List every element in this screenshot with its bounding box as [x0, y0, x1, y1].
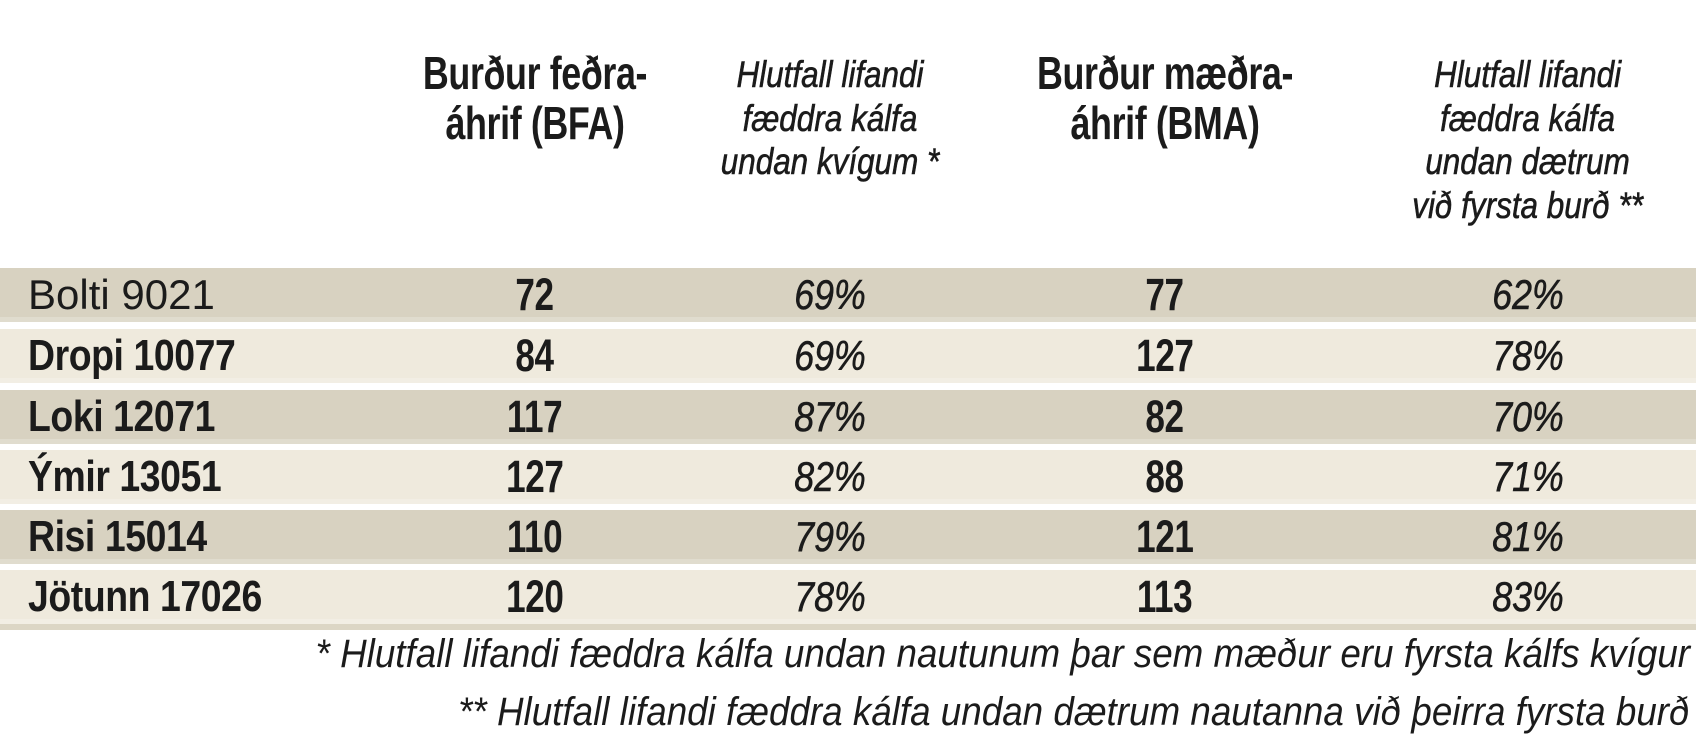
table-row-loki: Loki 12071 117 87% 82 70% [0, 390, 1696, 444]
bfa-value-cell: 127 [380, 451, 690, 503]
pct-daughters-value: 71% [1492, 453, 1564, 501]
bma-value-cell: 127 [970, 330, 1360, 382]
bull-name-cell: Dropi 10077 [0, 331, 380, 381]
footnote-heifers-text: * Hlutfall lifandi fæddra kálfa undan na… [315, 632, 1690, 676]
pct-heifers-cell: 87% [690, 393, 970, 441]
footnote-daughters: ** Hlutfall lifandi fæddra kálfa undan d… [0, 688, 1690, 736]
bull-name: Bolti 9021 [28, 271, 215, 318]
table-row-dropi: Dropi 10077 84 69% 127 78% [0, 329, 1696, 383]
pct-daughters-cell: 70% [1360, 393, 1696, 441]
column-header-pct-daughters-label: Hlutfall lifandi fæddra kálfa undan dætr… [1412, 54, 1644, 227]
bma-value-cell: 82 [970, 391, 1360, 443]
pct-heifers-value: 69% [794, 271, 866, 319]
bfa-value: 120 [506, 571, 564, 622]
pct-daughters-cell: 71% [1360, 453, 1696, 501]
bfa-value: 117 [507, 391, 563, 442]
bma-value: 113 [1137, 571, 1193, 622]
bma-value-cell: 121 [970, 511, 1360, 563]
bma-value-cell: 88 [970, 451, 1360, 503]
column-header-bfa-label: Burður feðra- áhrif (BFA) [422, 47, 648, 150]
pct-heifers-value: 82% [794, 453, 866, 501]
column-header-pct-heifers-label: Hlutfall lifandi fæddra kálfa undan kvíg… [720, 54, 940, 183]
pct-daughters-value: 62% [1492, 271, 1564, 319]
pct-daughters-value: 81% [1492, 513, 1564, 561]
table-bottom-strip [0, 624, 1696, 630]
pct-heifers-value: 79% [794, 513, 866, 561]
bfa-value-cell: 110 [380, 511, 690, 563]
bfa-value-cell: 120 [380, 571, 690, 623]
table-row-risi: Risi 15014 110 79% 121 81% [0, 510, 1696, 564]
pct-daughters-cell: 78% [1360, 332, 1696, 380]
bfa-value: 127 [506, 451, 564, 502]
bull-name-cell: Bolti 9021 [0, 271, 380, 319]
column-header-name-empty [0, 48, 380, 228]
bfa-value: 84 [515, 330, 555, 381]
table-row-jotunn: Jötunn 17026 120 78% 113 83% [0, 570, 1696, 624]
pct-heifers-cell: 82% [690, 453, 970, 501]
bull-name: Risi 15014 [28, 512, 207, 561]
bma-value: 88 [1145, 451, 1185, 502]
bull-name-cell: Loki 12071 [0, 392, 380, 442]
bma-value-cell: 113 [970, 571, 1360, 623]
bull-name: Ýmir 13051 [28, 452, 222, 501]
footnote-heifers: * Hlutfall lifandi fæddra kálfa undan na… [0, 630, 1690, 678]
column-header-pct-heifers: Hlutfall lifandi fæddra kálfa undan kvíg… [690, 48, 970, 228]
pct-daughters-cell: 62% [1360, 271, 1696, 319]
pct-daughters-value: 78% [1492, 332, 1564, 380]
bull-name-cell: Risi 15014 [0, 512, 380, 562]
pct-daughters-cell: 81% [1360, 513, 1696, 561]
pct-heifers-cell: 78% [690, 573, 970, 621]
pct-heifers-cell: 69% [690, 271, 970, 319]
bma-value: 82 [1145, 391, 1185, 442]
pct-heifers-value: 69% [794, 332, 866, 380]
column-header-pct-daughters: Hlutfall lifandi fæddra kálfa undan dætr… [1360, 48, 1696, 228]
bfa-value-cell: 84 [380, 330, 690, 382]
bfa-value-cell: 117 [380, 391, 690, 443]
pct-heifers-cell: 79% [690, 513, 970, 561]
pct-heifers-cell: 69% [690, 332, 970, 380]
pct-heifers-value: 87% [794, 393, 866, 441]
pct-daughters-value: 70% [1492, 393, 1564, 441]
bull-name: Jötunn 17026 [28, 572, 262, 621]
bfa-value: 110 [507, 511, 563, 562]
column-header-bfa: Burður feðra- áhrif (BFA) [380, 48, 690, 228]
column-header-bma: Burður mæðra- áhrif (BMA) [970, 48, 1360, 228]
bma-value: 77 [1145, 269, 1185, 320]
table-row-ymir: Ýmir 13051 127 82% 88 71% [0, 450, 1696, 504]
pct-daughters-value: 83% [1492, 573, 1564, 621]
bma-value-cell: 77 [970, 269, 1360, 321]
bull-name-cell: Ýmir 13051 [0, 452, 380, 502]
bull-name-cell: Jötunn 17026 [0, 572, 380, 622]
bma-value: 121 [1136, 511, 1194, 562]
bfa-value: 72 [515, 269, 555, 320]
pct-daughters-cell: 83% [1360, 573, 1696, 621]
bull-name: Loki 12071 [28, 392, 216, 441]
bfa-value-cell: 72 [380, 269, 690, 321]
bma-value: 127 [1136, 330, 1194, 381]
column-header-bma-label: Burður mæðra- áhrif (BMA) [1036, 47, 1294, 150]
pct-heifers-value: 78% [794, 573, 866, 621]
bull-name: Dropi 10077 [28, 331, 236, 380]
table-row-bolti: Bolti 9021 72 69% 77 62% [0, 268, 1696, 322]
table-header-row: Burður feðra- áhrif (BFA) Hlutfall lifan… [0, 48, 1696, 228]
footnote-daughters-text: ** Hlutfall lifandi fæddra kálfa undan d… [458, 690, 1690, 734]
